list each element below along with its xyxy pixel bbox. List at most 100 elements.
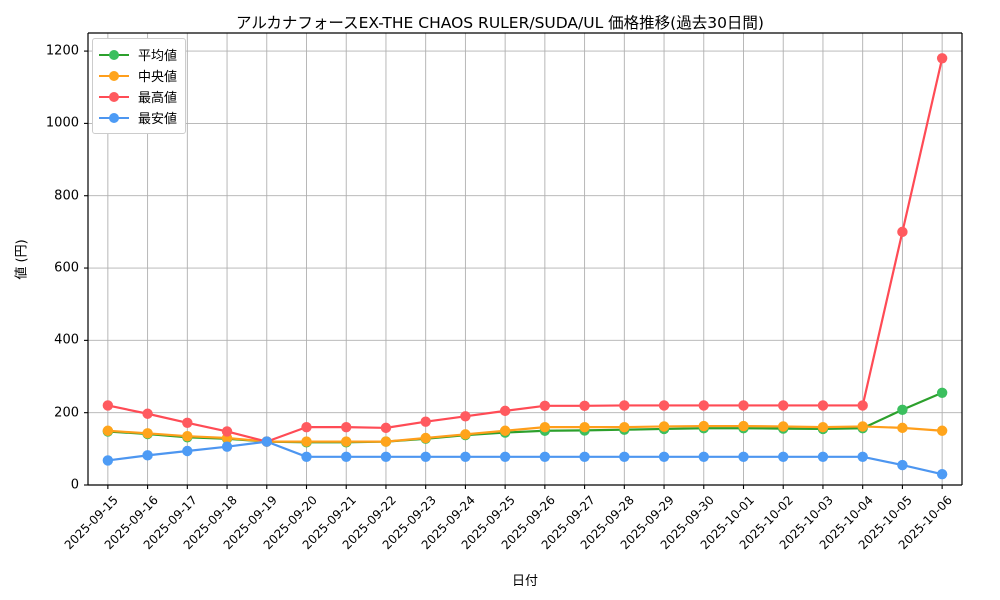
data-point <box>499 451 511 462</box>
data-point <box>460 411 471 422</box>
y-tick-label: 200 <box>54 405 79 421</box>
data-point <box>817 400 829 411</box>
data-point <box>539 421 551 433</box>
data-point <box>619 421 630 433</box>
series-line <box>106 440 944 476</box>
data-point <box>142 408 153 419</box>
legend-item-1: 平均値 <box>99 44 177 65</box>
legend-swatch-icon <box>99 111 129 125</box>
data-point <box>857 421 868 432</box>
legend-marker-dot <box>109 91 119 102</box>
data-point <box>380 436 392 447</box>
data-point <box>817 451 829 462</box>
series-4 <box>102 436 948 480</box>
data-point <box>341 421 352 433</box>
series-2 <box>102 420 948 447</box>
data-point <box>142 428 153 439</box>
legend-marker-dot <box>109 112 119 123</box>
legend-label: 中央値 <box>138 70 178 85</box>
data-point <box>182 445 193 457</box>
legend-swatch-icon <box>99 90 129 104</box>
data-point <box>778 400 789 411</box>
legend-label: 平均値 <box>138 49 178 64</box>
y-tick-label: 600 <box>54 260 79 276</box>
data-point <box>142 450 153 461</box>
data-point <box>857 400 868 411</box>
data-point <box>936 53 948 64</box>
data-point <box>380 422 392 434</box>
legend-marker-dot <box>109 70 119 81</box>
data-point <box>182 417 193 428</box>
series-line <box>106 57 944 443</box>
data-point <box>658 400 670 411</box>
data-point <box>658 421 670 432</box>
data-point <box>579 451 590 462</box>
data-point <box>698 420 709 432</box>
data-point <box>301 421 312 433</box>
data-point <box>936 387 948 398</box>
data-point <box>778 421 789 432</box>
data-point <box>539 451 551 462</box>
data-point <box>380 451 392 462</box>
y-tick-label: 0 <box>70 477 79 493</box>
y-tick-label: 400 <box>54 332 79 348</box>
data-point <box>341 451 352 462</box>
data-point <box>221 426 233 437</box>
data-point <box>897 226 908 238</box>
data-point <box>738 451 749 462</box>
data-point <box>539 400 551 412</box>
y-tick-label: 1000 <box>45 115 79 131</box>
data-point <box>897 422 908 434</box>
data-point <box>301 451 312 462</box>
data-point <box>619 451 630 462</box>
data-point <box>698 400 709 411</box>
data-point <box>102 455 114 466</box>
chart-legend: 平均値中央値最高値最安値 <box>92 38 187 134</box>
series-3 <box>102 53 948 447</box>
data-point <box>579 400 590 412</box>
legend-swatch-icon <box>99 69 129 83</box>
data-point <box>936 425 948 436</box>
legend-item-3: 最高値 <box>99 86 177 107</box>
data-point <box>897 459 908 471</box>
data-point <box>897 404 908 415</box>
legend-item-2: 中央値 <box>99 65 177 86</box>
legend-marker-dot <box>109 49 119 60</box>
x-axis-label: 日付 <box>511 574 538 589</box>
data-point <box>460 451 471 462</box>
data-point <box>301 436 312 447</box>
data-point <box>221 441 233 452</box>
data-point <box>738 400 749 411</box>
data-point <box>499 425 511 436</box>
data-point <box>420 416 431 427</box>
data-point <box>738 420 749 432</box>
chart-title: アルカナフォースEX-THE CHAOS RULER/SUDA/UL 価格推移(… <box>236 14 764 32</box>
y-tick-label: 800 <box>54 188 79 204</box>
data-point <box>619 400 630 411</box>
data-point <box>658 451 670 462</box>
y-axis-label: 値 (円) <box>14 239 30 280</box>
data-point <box>817 421 829 433</box>
data-point <box>102 425 114 436</box>
data-point <box>936 468 948 480</box>
data-point <box>579 421 590 433</box>
y-tick-label: 1200 <box>45 43 79 59</box>
data-point <box>261 436 272 447</box>
series-line <box>106 424 944 443</box>
data-point <box>102 400 114 411</box>
data-point <box>420 451 431 462</box>
legend-swatch-icon <box>99 48 129 62</box>
data-point <box>778 451 789 462</box>
legend-label: 最安値 <box>138 112 178 127</box>
data-point <box>460 429 471 440</box>
data-point <box>420 432 431 444</box>
legend-label: 最高値 <box>138 91 178 106</box>
data-point <box>698 451 709 462</box>
legend-item-4: 最安値 <box>99 107 177 128</box>
data-point <box>499 405 511 417</box>
data-point <box>857 451 868 462</box>
data-point <box>341 436 352 447</box>
data-point <box>182 430 193 442</box>
